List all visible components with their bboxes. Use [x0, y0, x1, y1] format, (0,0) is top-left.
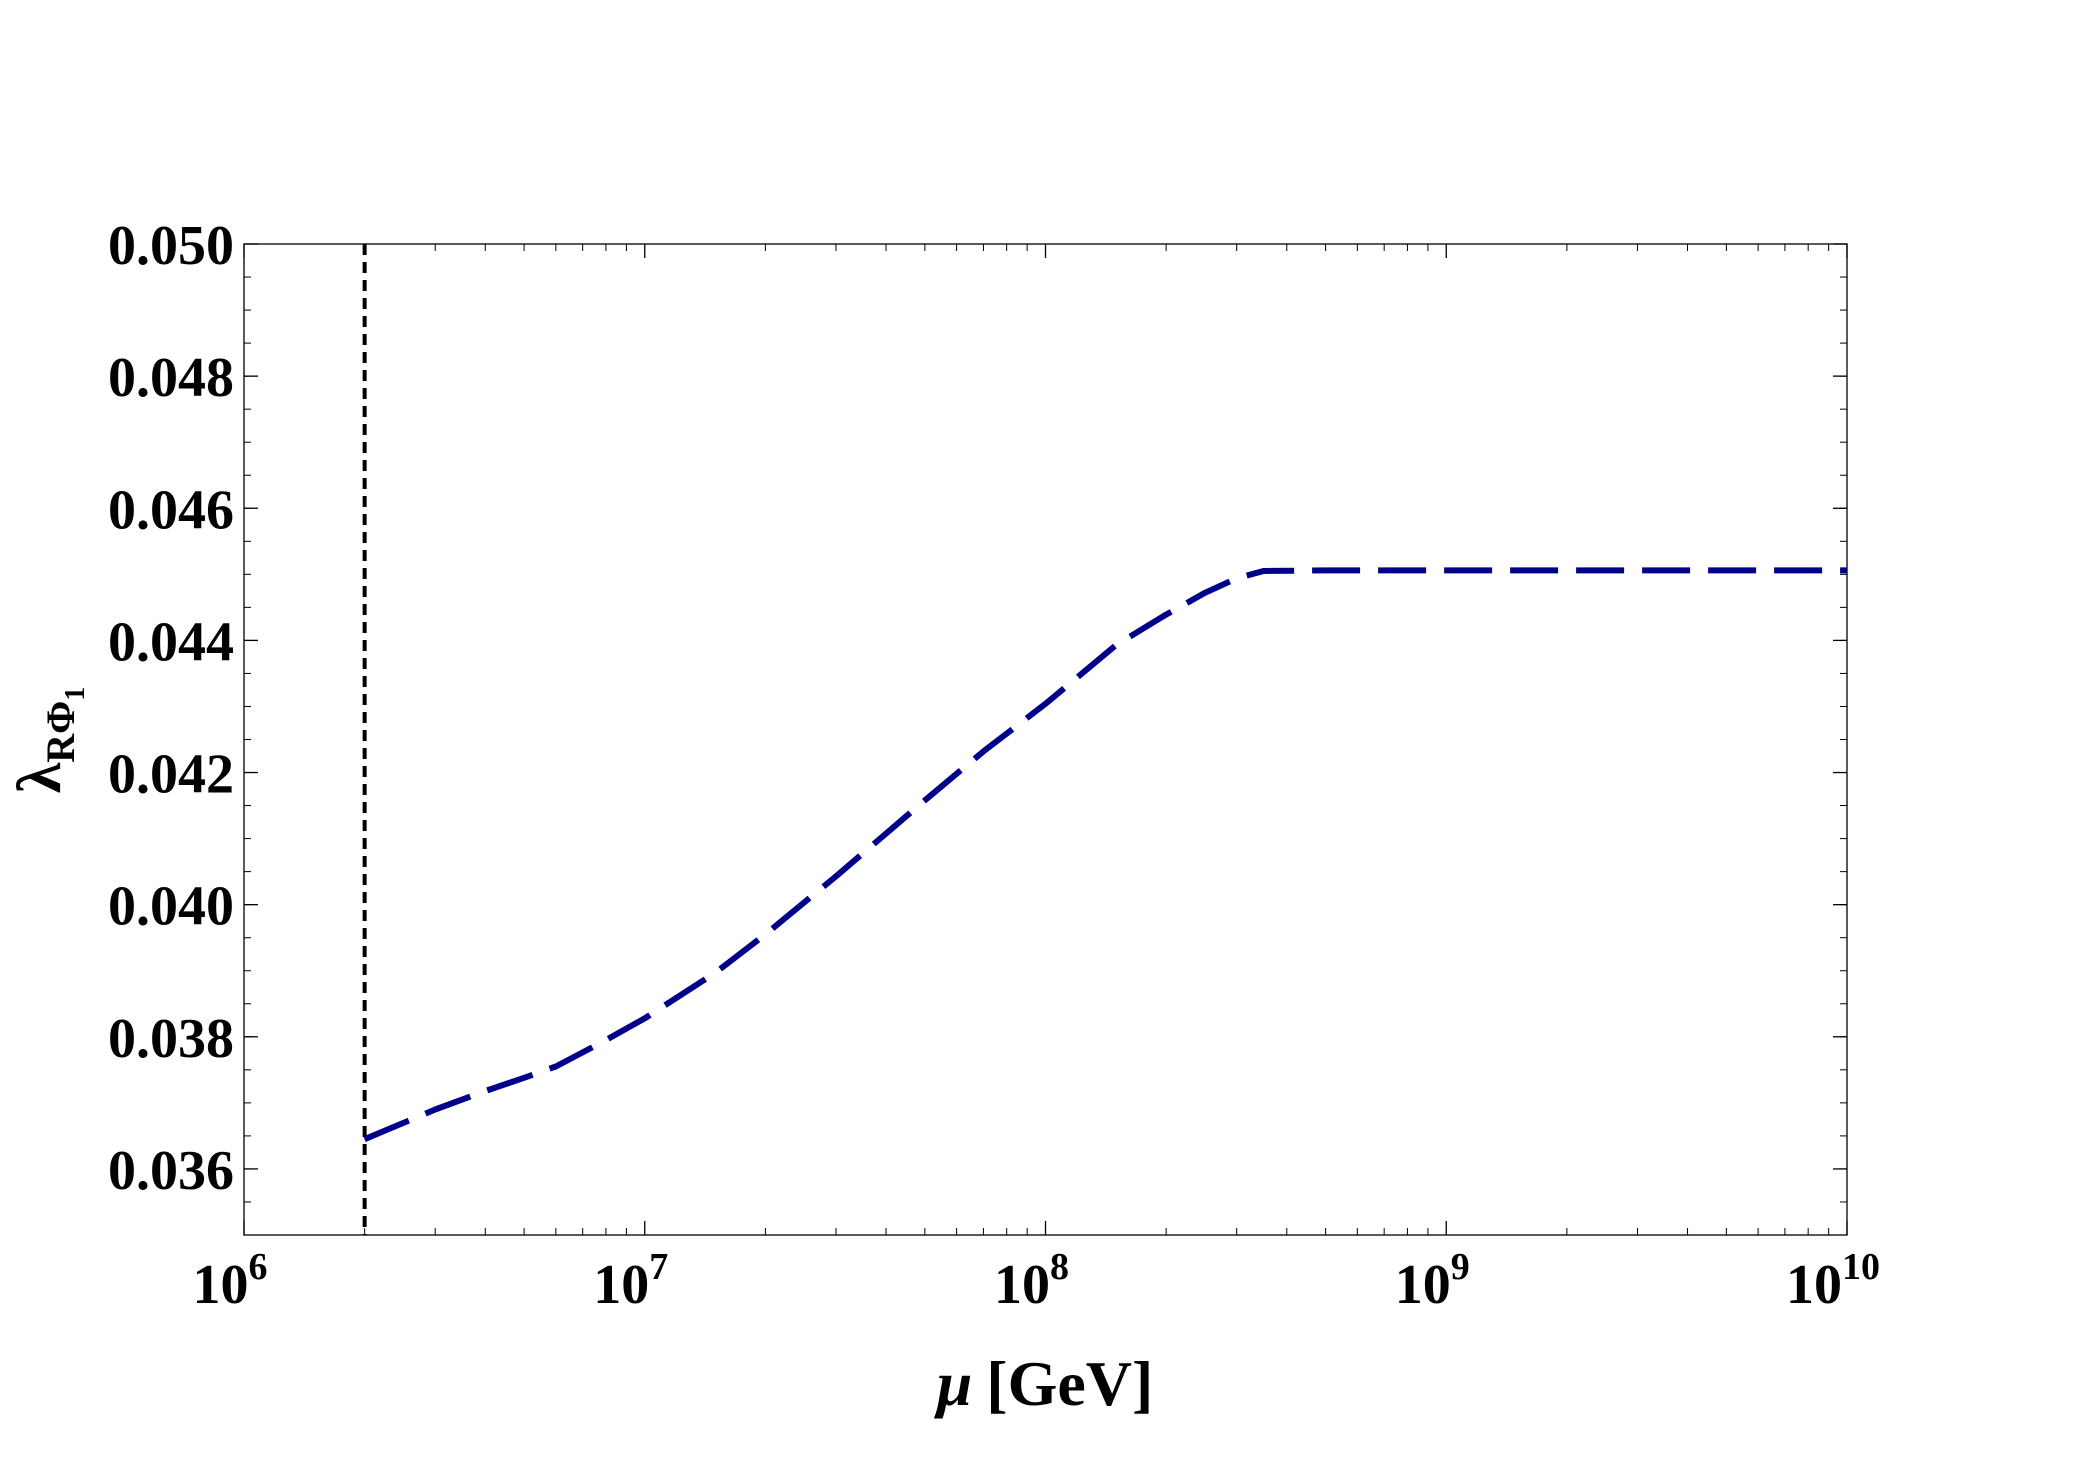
series-line: [363, 567, 1847, 1142]
y-tick-label: 0.040: [108, 876, 234, 938]
y-tick-label: 0.050: [108, 215, 234, 277]
y-axis-title: λRΦ1: [6, 687, 91, 794]
plot-frame: [243, 243, 1848, 1236]
x-tick-label: 107: [593, 1246, 668, 1316]
x-tick-label: 108: [994, 1246, 1069, 1316]
y-axis-subscript: RΦ: [38, 701, 83, 763]
y-tick-labels: 0.036 0.038 0.040 0.042 0.044 0.046 0.048 0.050: [108, 215, 234, 1202]
y-tick-label: 0.044: [108, 611, 234, 673]
y-tick-label: 0.036: [108, 1140, 234, 1202]
x-tick-label: 109: [1395, 1246, 1470, 1316]
y-tick-label: 0.048: [108, 347, 234, 409]
y-tick-label: 0.042: [108, 744, 234, 806]
y-axis-subsubscript: 1: [60, 687, 91, 701]
x-axis-symbol: μ: [934, 1348, 973, 1419]
y-axis-symbol: λ: [6, 762, 74, 793]
x-axis-unit: [GeV]: [986, 1348, 1153, 1419]
x-tick-label: 1010: [1786, 1246, 1880, 1316]
x-tick-labels: 106 107 108 109 1010: [193, 1246, 1881, 1316]
x-axis-title: μ [GeV]: [934, 1348, 1154, 1419]
y-tick-label: 0.046: [108, 479, 234, 541]
x-tick-label: 106: [193, 1246, 268, 1316]
major-ticks: [243, 243, 1848, 1235]
minor-ticks: [244, 243, 1847, 1236]
y-tick-label: 0.038: [108, 1008, 234, 1070]
